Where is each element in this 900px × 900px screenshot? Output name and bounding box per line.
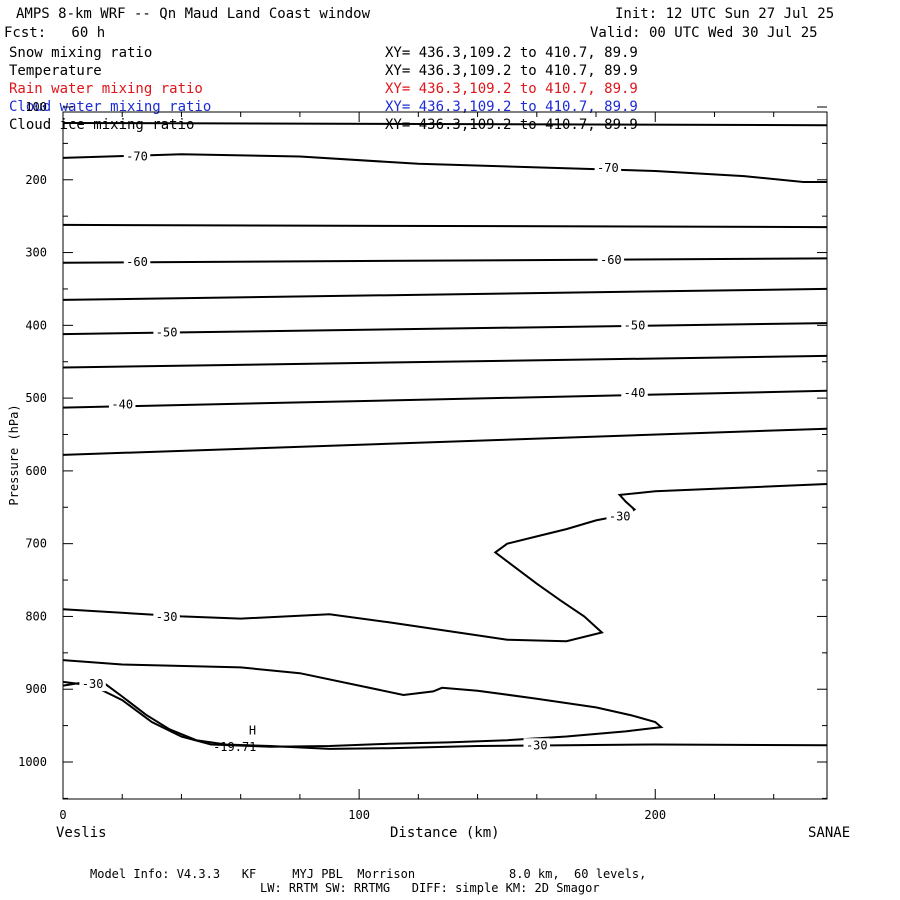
right-station-label: SANAE — [808, 825, 851, 841]
contour-label: -30 — [156, 610, 178, 624]
y-tick-label: 900 — [25, 682, 47, 696]
contour-label: -60 — [126, 255, 148, 269]
left-station-label: Veslis — [56, 825, 107, 841]
y-tick-label: 1000 — [18, 755, 47, 769]
contour-label-bg — [523, 738, 551, 753]
x-tick-label: 200 — [644, 808, 666, 822]
chart-title: AMPS 8-km WRF -- Qn Maud Land Coast wind… — [16, 6, 371, 22]
contour-label-bg — [597, 252, 625, 267]
contour-label: -50 — [156, 326, 178, 340]
contour-label-bg — [123, 149, 151, 164]
x-tick-label: 0 — [59, 808, 66, 822]
field-xy-temperature: XY= 436.3,109.2 to 410.7, 89.9 — [385, 63, 638, 79]
field-name-cloud-ice: Cloud ice mixing ratio — [9, 117, 195, 133]
contour-line — [63, 427, 827, 456]
contour-line — [63, 287, 827, 301]
contour-label-bg — [79, 677, 106, 692]
contour-line — [63, 322, 827, 336]
forecast-hour: Fcst: 60 h — [4, 25, 106, 41]
contour-label: -50 — [624, 318, 646, 332]
model-physics: LW: RRTM SW: RRTMG DIFF: simple KM: 2D S… — [260, 881, 600, 895]
contour-line — [63, 389, 827, 409]
field-xy-rain: XY= 436.3,109.2 to 410.7, 89.9 — [385, 81, 638, 97]
model-info: Model Info: V4.3.3 KF MYJ PBL Morrison 8… — [90, 867, 647, 881]
y-tick-label: 700 — [25, 537, 47, 551]
contour-line — [63, 483, 827, 643]
contour-label-bg — [621, 386, 648, 401]
valid-time: Valid: 00 UTC Wed 30 Jul 25 — [590, 25, 818, 41]
contour-label-bg — [594, 161, 622, 176]
min-value: -19.71 — [213, 740, 256, 754]
contour-label: -70 — [597, 161, 619, 175]
contour-label-bg — [123, 255, 151, 270]
contour-line — [63, 257, 827, 264]
contour-label-bg — [621, 318, 648, 333]
init-time: Init: 12 UTC Sun 27 Jul 25 — [615, 6, 835, 22]
x-axis-label: Distance (km) — [390, 825, 500, 841]
field-name-rain: Rain water mixing ratio — [9, 81, 203, 97]
field-xy-snow: XY= 436.3,109.2 to 410.7, 89.9 — [385, 45, 638, 61]
plot-frame — [62, 111, 828, 800]
y-tick-label: 400 — [25, 318, 47, 332]
contour-label: -30 — [609, 510, 631, 524]
contour-line — [63, 223, 827, 229]
contour-label-bg — [153, 325, 180, 340]
field-name-temperature: Temperature — [9, 63, 102, 79]
contour-line — [63, 122, 827, 127]
contour-label: -70 — [126, 149, 148, 163]
contour-label: -30 — [82, 677, 104, 691]
contour-label-bg — [153, 610, 180, 625]
y-tick-label: 200 — [25, 173, 47, 187]
y-tick-label: 600 — [25, 464, 47, 478]
contour-label-bg — [108, 397, 136, 412]
contour-label: -40 — [111, 398, 133, 412]
field-name-snow: Snow mixing ratio — [9, 45, 153, 61]
field-xy-cloud-water: XY= 436.3,109.2 to 410.7, 89.9 — [385, 99, 638, 115]
contour-line — [63, 659, 664, 748]
y-tick-label: 500 — [25, 391, 47, 405]
field-name-cloud-water: Cloud water mixing ratio — [9, 99, 212, 115]
y-axis-label: Pressure (hPa) — [7, 404, 21, 505]
y-tick-label: 100 — [25, 100, 47, 114]
contour-label: -40 — [624, 386, 646, 400]
contour-label: -30 — [526, 738, 548, 752]
x-tick-label: 100 — [348, 808, 370, 822]
y-tick-label: 300 — [25, 246, 47, 260]
contour-line — [63, 354, 827, 369]
y-tick-label: 800 — [25, 609, 47, 623]
contour-label-bg — [606, 509, 633, 524]
contour-label: -60 — [600, 253, 622, 267]
contour-line — [63, 153, 827, 183]
contour-line — [63, 680, 827, 750]
min-marker: H — [249, 723, 256, 737]
